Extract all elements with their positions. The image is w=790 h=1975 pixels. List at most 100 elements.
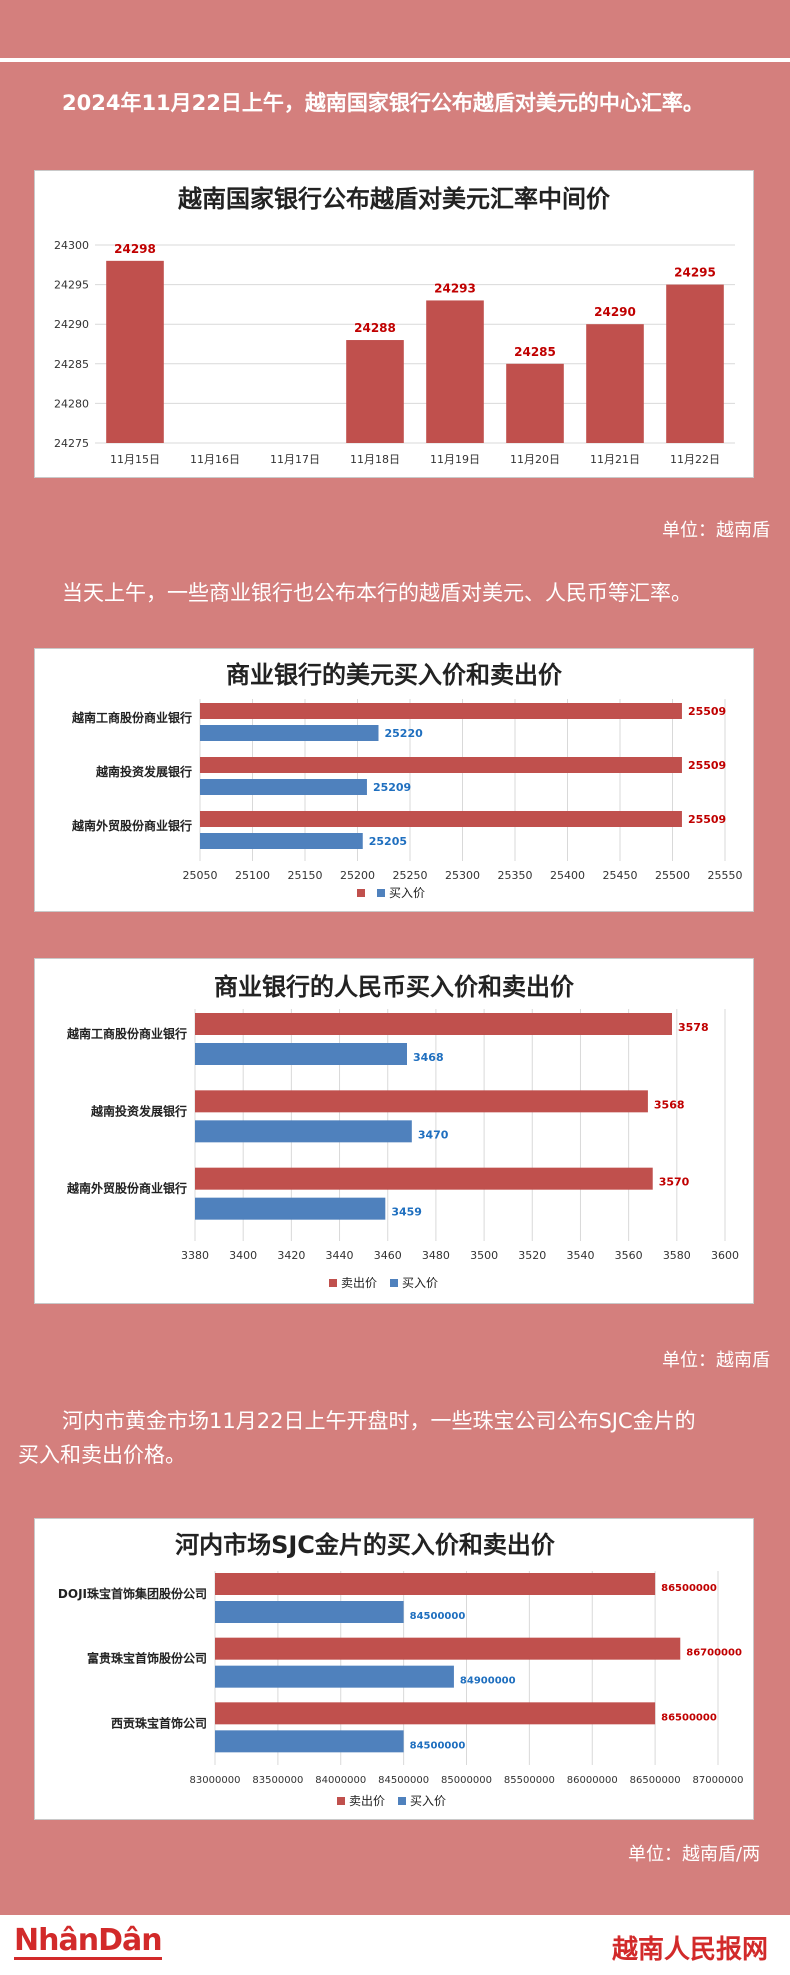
intro-paragraph-1: 2024年11月22日上午，越南国家银行公布越盾对美元的中心汇率。 <box>62 91 704 115</box>
x-tick-label: 3480 <box>422 1249 450 1262</box>
x-tick-label: 25450 <box>603 869 638 882</box>
x-tick-label: 3420 <box>277 1249 305 1262</box>
x-tick-label: 11月17日 <box>270 453 320 466</box>
data-label: 86500000 <box>661 1583 717 1594</box>
bar <box>586 324 644 443</box>
legend-swatch <box>357 889 365 897</box>
data-label: 25509 <box>688 759 726 772</box>
category-label: 越南工商股份商业银行 <box>71 710 192 725</box>
legend-swatch <box>337 1797 345 1805</box>
bar-buy <box>200 725 379 741</box>
x-tick-label: 3380 <box>181 1249 209 1262</box>
x-tick-label: 83000000 <box>190 1775 241 1786</box>
bar-sell <box>195 1167 653 1190</box>
legend-swatch <box>329 1279 337 1287</box>
nhandan-logo-underline <box>14 1957 162 1960</box>
x-tick-label: 3460 <box>374 1249 402 1262</box>
intro-paragraph-2: 当天上午，一些商业银行也公布本行的越盾对美元、人民币等汇率。 <box>62 581 692 605</box>
x-tick-label: 25250 <box>393 869 428 882</box>
chart-gold-prices: 河内市场SJC金片的买入价和卖出价 83000000 83500000 8400000… <box>58 1531 744 1808</box>
footer: NhânDân 越南人民报网 <box>0 1915 790 1975</box>
x-tick-label: 11月18日 <box>350 453 400 466</box>
chart-title: 商业银行的人民币买入价和卖出价 <box>214 973 575 1001</box>
bar-buy <box>215 1601 404 1623</box>
chart-card-cny: 商业银行的人民币买入价和卖出价 3380 3400 3420 3440 3460 3480 3… <box>34 958 754 1304</box>
intro-paragraph-3-line2: 买入和卖出价格。 <box>18 1443 186 1467</box>
bar <box>106 260 164 443</box>
bar-sell <box>200 703 682 719</box>
y-tick-label: 24300 <box>54 239 89 252</box>
legend-label: 卖出价 <box>349 1794 385 1808</box>
y-tick-label: 24290 <box>54 318 89 331</box>
category-label: 越南投资发展银行 <box>90 1103 187 1118</box>
x-tick-label: 86000000 <box>567 1775 618 1786</box>
top-divider <box>0 58 790 62</box>
x-tick-label: 11月15日 <box>110 453 160 466</box>
x-tick-label: 11月16日 <box>190 453 240 466</box>
nhandan-logo[interactable]: NhânDân <box>14 1923 163 1960</box>
category-label: 越南外贸股份商业银行 <box>71 818 192 833</box>
data-label: 25205 <box>369 835 407 848</box>
x-tick-label: 3500 <box>470 1249 498 1262</box>
x-tick-label: 84000000 <box>315 1775 366 1786</box>
bar-sell <box>215 1702 656 1725</box>
unit-label-2: 单位：越南盾 <box>662 1350 770 1371</box>
category-label: 富贵珠宝首饰股份公司 <box>87 1651 207 1666</box>
bar-sell <box>195 1013 672 1035</box>
data-label: 86700000 <box>686 1648 742 1659</box>
bar-sell <box>195 1090 648 1113</box>
category-label: 越南外贸股份商业银行 <box>66 1181 187 1196</box>
bar-sell <box>215 1573 656 1595</box>
unit-label-1: 单位：越南盾 <box>662 520 770 541</box>
x-tick-label: 85000000 <box>441 1775 492 1786</box>
x-tick-label: 3580 <box>663 1249 691 1262</box>
bar <box>506 363 564 443</box>
bar-sell <box>215 1637 681 1660</box>
x-tick-label: 11月20日 <box>510 453 560 466</box>
x-tick-label: 25050 <box>183 869 218 882</box>
data-label: 3459 <box>391 1206 422 1219</box>
category-label: DOJI珠宝首饰集团股份公司 <box>58 1586 207 1601</box>
bar-buy <box>200 779 367 795</box>
x-tick-label: 11月21日 <box>590 453 640 466</box>
chart-title: 越南国家银行公布越盾对美元汇率中间价 <box>178 185 611 213</box>
y-tick-label: 24275 <box>54 437 89 450</box>
bar-sell <box>200 757 682 773</box>
bar <box>426 300 484 443</box>
x-tick-label: 83500000 <box>252 1775 303 1786</box>
data-label: 84500000 <box>410 1740 466 1751</box>
x-tick-label: 25150 <box>288 869 323 882</box>
data-label: 3578 <box>678 1021 709 1034</box>
legend-label: 买入价 <box>389 886 425 900</box>
x-tick-label: 25300 <box>445 869 480 882</box>
x-tick-label: 3520 <box>518 1249 546 1262</box>
x-tick-label: 25550 <box>708 869 743 882</box>
legend-label: 卖出价 <box>341 1276 377 1290</box>
x-tick-label: 86500000 <box>630 1775 681 1786</box>
legend-label: 买入价 <box>410 1794 446 1808</box>
site-logo[interactable]: 越南人民报网 <box>611 1935 768 1965</box>
chart-central-rate: 越南国家银行公布越盾对美元汇率中间价 24275 24280 24285 24290 24… <box>54 185 735 466</box>
chart-title: 河内市场SJC金片的买入价和卖出价 <box>175 1531 556 1559</box>
data-label: 24295 <box>674 266 716 280</box>
data-label: 24293 <box>434 281 476 295</box>
chart-card-gold: 河内市场SJC金片的买入价和卖出价 83000000 83500000 8400000… <box>34 1518 754 1820</box>
chart-cny-rates: 商业银行的人民币买入价和卖出价 3380 3400 3420 3440 3460 3480 3… <box>66 973 739 1290</box>
chart-card-usd: 商业银行的美元买入价和卖出价 25050 25100 25150 25200 25250 2… <box>34 648 754 912</box>
x-tick-label: 25350 <box>498 869 533 882</box>
x-tick-label: 85500000 <box>504 1775 555 1786</box>
data-label: 24285 <box>514 345 556 359</box>
x-tick-label: 3440 <box>326 1249 354 1262</box>
category-label: 越南工商股份商业银行 <box>66 1026 187 1041</box>
bar <box>666 284 724 443</box>
bar-buy <box>195 1197 386 1220</box>
data-label: 84500000 <box>410 1611 466 1622</box>
unit-label-3: 单位：越南盾/两 <box>628 1844 761 1865</box>
x-tick-label: 25200 <box>340 869 375 882</box>
data-label: 24288 <box>354 321 396 335</box>
x-tick-label: 25400 <box>550 869 585 882</box>
intro-paragraph-3-line1: 河内市黄金市场11月22日上午开盘时，一些珠宝公司公布SJC金片的 <box>62 1409 696 1433</box>
bar-buy <box>195 1043 407 1065</box>
data-label: 24298 <box>114 242 156 256</box>
x-tick-label: 84500000 <box>378 1775 429 1786</box>
